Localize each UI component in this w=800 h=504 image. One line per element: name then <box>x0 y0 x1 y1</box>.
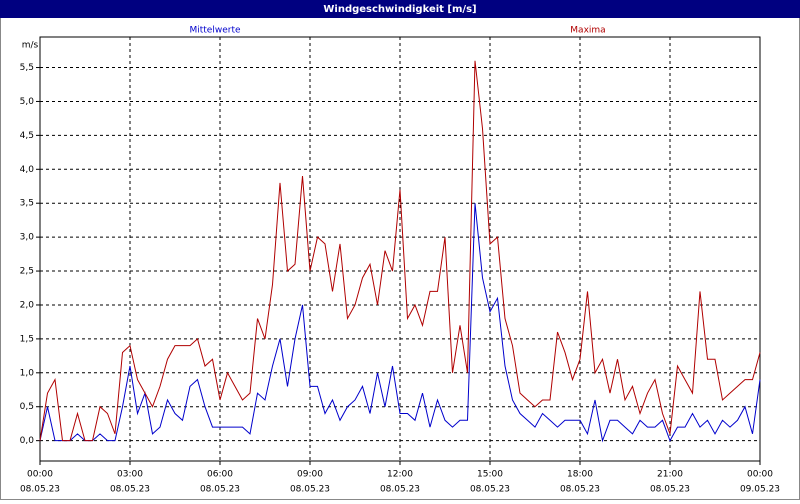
x-tick-label: 18:00 <box>567 470 593 480</box>
y-tick-label: 4,0 <box>20 165 35 175</box>
legend-entry: Maxima <box>570 26 605 36</box>
title-bar <box>0 0 800 18</box>
y-tick-label: 5,0 <box>20 97 35 107</box>
x-tick-label: 00:00 <box>747 470 773 480</box>
y-tick-label: 0,5 <box>20 402 34 412</box>
chart-title: Windgeschwindigkeit [m/s] <box>323 4 476 15</box>
y-tick-label: 1,5 <box>20 334 34 344</box>
y-tick-label: 2,5 <box>20 267 34 277</box>
y-tick-label: 3,0 <box>20 233 35 243</box>
x-tick-date: 09.05.23 <box>740 485 780 495</box>
series-line <box>39 203 761 443</box>
x-tick-date: 08.05.23 <box>470 485 510 495</box>
y-tick-label: 2,0 <box>20 300 35 310</box>
x-tick-date: 08.05.23 <box>200 485 240 495</box>
y-tick-label: 3,5 <box>20 199 34 209</box>
x-tick-label: 12:00 <box>387 470 413 480</box>
x-tick-date: 08.05.23 <box>650 485 690 495</box>
x-tick-label: 03:00 <box>117 470 143 480</box>
y-tick-label: 4,5 <box>20 131 34 141</box>
x-tick-label: 06:00 <box>207 470 233 480</box>
x-tick-date: 08.05.23 <box>380 485 420 495</box>
x-tick-label: 15:00 <box>477 470 503 480</box>
x-tick-label: 09:00 <box>297 470 323 480</box>
y-tick-label: 1,0 <box>20 368 35 378</box>
x-tick-date: 08.05.23 <box>290 485 330 495</box>
x-tick-label: 00:00 <box>27 470 53 480</box>
y-tick-label: 5,5 <box>20 63 34 73</box>
x-tick-date: 08.05.23 <box>20 485 60 495</box>
series-line <box>39 60 761 442</box>
x-tick-label: 21:00 <box>657 470 683 480</box>
y-axis-label: m/s <box>22 41 39 51</box>
x-tick-date: 08.05.23 <box>560 485 600 495</box>
y-tick-label: 0,0 <box>20 436 35 446</box>
legend-entry: Mittelwerte <box>189 26 240 36</box>
x-tick-date: 08.05.23 <box>110 485 150 495</box>
